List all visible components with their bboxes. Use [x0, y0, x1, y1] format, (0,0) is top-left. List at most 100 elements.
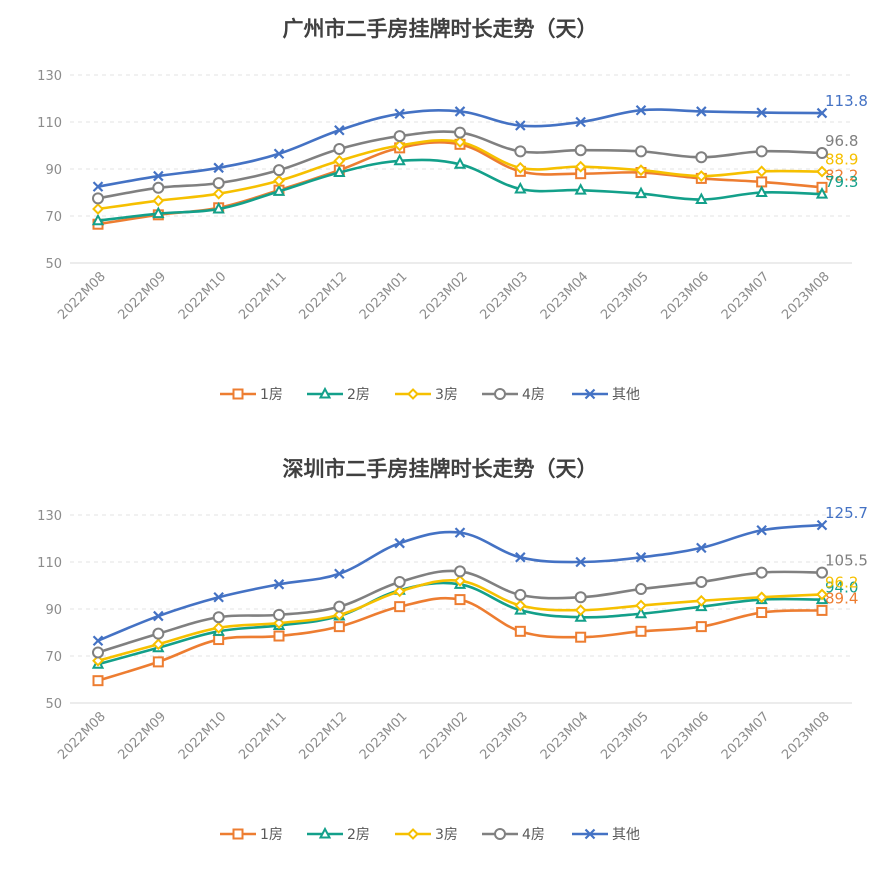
data-point: [334, 124, 345, 136]
data-point: [393, 153, 406, 166]
data-point: [695, 192, 708, 205]
data-point: [454, 594, 466, 606]
legend-marker: [494, 388, 506, 400]
x-tick-label: 2022M08: [55, 709, 109, 763]
series-line: [97, 596, 823, 682]
x-tick-label: 2023M01: [357, 709, 411, 763]
legend-label: 2房: [347, 387, 370, 403]
data-point: [152, 656, 164, 668]
data-point: [152, 206, 165, 219]
data-point: [514, 599, 527, 612]
data-point: [635, 104, 647, 116]
data-point: [212, 177, 225, 190]
data-point: [816, 519, 828, 531]
data-point: [393, 130, 406, 143]
x-tick-label: 2022M11: [236, 269, 290, 323]
data-point: [333, 608, 346, 621]
data-point: [756, 607, 768, 619]
data-point: [212, 187, 225, 200]
series-diamond: [92, 574, 828, 667]
x-tick-label: 2023M05: [598, 269, 652, 323]
x-tick-label: 2023M01: [357, 269, 411, 323]
data-point: [514, 181, 527, 194]
x-tick-label: 2022M11: [236, 709, 290, 763]
chart-guangzhou-svg: 广州市二手房挂牌时长走势（天） 50 70 90 110 130 2022M08 2022M0…: [37, 17, 868, 403]
data-point: [213, 591, 224, 603]
data-point: [695, 170, 708, 182]
data-point: [514, 145, 527, 158]
data-point: [756, 107, 767, 118]
x-tick-label: 2023M04: [538, 709, 592, 763]
data-point: [816, 566, 828, 579]
x-tick-label: 2023M03: [478, 269, 532, 323]
data-point: [92, 192, 104, 205]
data-point: [273, 617, 285, 630]
data-point: [454, 527, 466, 538]
data-point: [816, 165, 828, 178]
x-tick-label: 2023M05: [598, 709, 652, 763]
data-point: [92, 646, 104, 659]
legend-marker: [407, 828, 419, 840]
data-point: [454, 574, 466, 587]
data-label: 89.4: [825, 589, 858, 607]
data-point: [273, 148, 285, 160]
data-point: [574, 591, 587, 604]
data-point: [574, 604, 587, 617]
data-point: [333, 600, 346, 613]
legend-marker: [318, 386, 332, 399]
x-tick-label: 2023M02: [417, 269, 471, 323]
data-point: [393, 575, 406, 588]
data-point: [454, 106, 466, 117]
data-point: [152, 181, 165, 194]
data-point: [91, 213, 105, 226]
data-point: [574, 160, 587, 173]
data-point: [696, 106, 707, 117]
data-point: [815, 187, 829, 199]
x-tick-label: 2023M07: [719, 709, 773, 763]
data-label: 113.8: [825, 92, 868, 110]
series-circle: [92, 565, 828, 659]
x-tick-label: 2022M12: [297, 709, 351, 763]
data-point: [334, 568, 345, 580]
series-triangle: [91, 153, 829, 226]
data-label: 88.9: [825, 151, 858, 169]
data-point: [453, 157, 467, 169]
series-diamond: [92, 136, 828, 215]
y-tick-label: 70: [45, 650, 62, 665]
legend-marker: [584, 828, 596, 840]
series-x: [92, 104, 828, 192]
x-tick-label: 2023M06: [659, 269, 713, 323]
series-x: [92, 519, 828, 647]
data-point: [575, 116, 586, 128]
data-point: [695, 621, 707, 633]
data-point: [333, 621, 345, 633]
chart-shenzhen: 深圳市二手房挂牌时长走势（天） 50 70 90 110 130 2022M08 2022M0…: [0, 440, 881, 877]
data-label: 125.7: [825, 504, 868, 522]
legend-label: 1房: [260, 387, 283, 403]
data-point: [575, 556, 586, 568]
legend-label: 4房: [522, 387, 545, 403]
data-point: [816, 604, 828, 616]
legend-label: 其他: [612, 827, 640, 843]
data-point: [454, 136, 466, 148]
y-tick-label: 50: [45, 257, 62, 272]
x-tick-label: 2022M10: [176, 269, 230, 323]
data-point: [755, 566, 768, 579]
data-point: [92, 635, 104, 647]
series-circle: [92, 126, 828, 205]
x-tick-label: 2023M04: [538, 269, 592, 323]
data-point: [454, 126, 466, 139]
legend-label: 3房: [435, 387, 458, 403]
data-point: [213, 634, 225, 646]
data-point: [635, 164, 647, 177]
data-point: [273, 579, 285, 590]
data-point: [153, 170, 164, 182]
x-tick-label: 2022M09: [116, 709, 170, 763]
data-point: [816, 107, 828, 119]
data-point: [756, 524, 767, 536]
data-point: [755, 145, 768, 158]
data-point: [393, 585, 406, 598]
y-tick-label: 50: [45, 697, 62, 712]
data-point: [393, 139, 406, 152]
data-label: 79.3: [825, 173, 858, 191]
